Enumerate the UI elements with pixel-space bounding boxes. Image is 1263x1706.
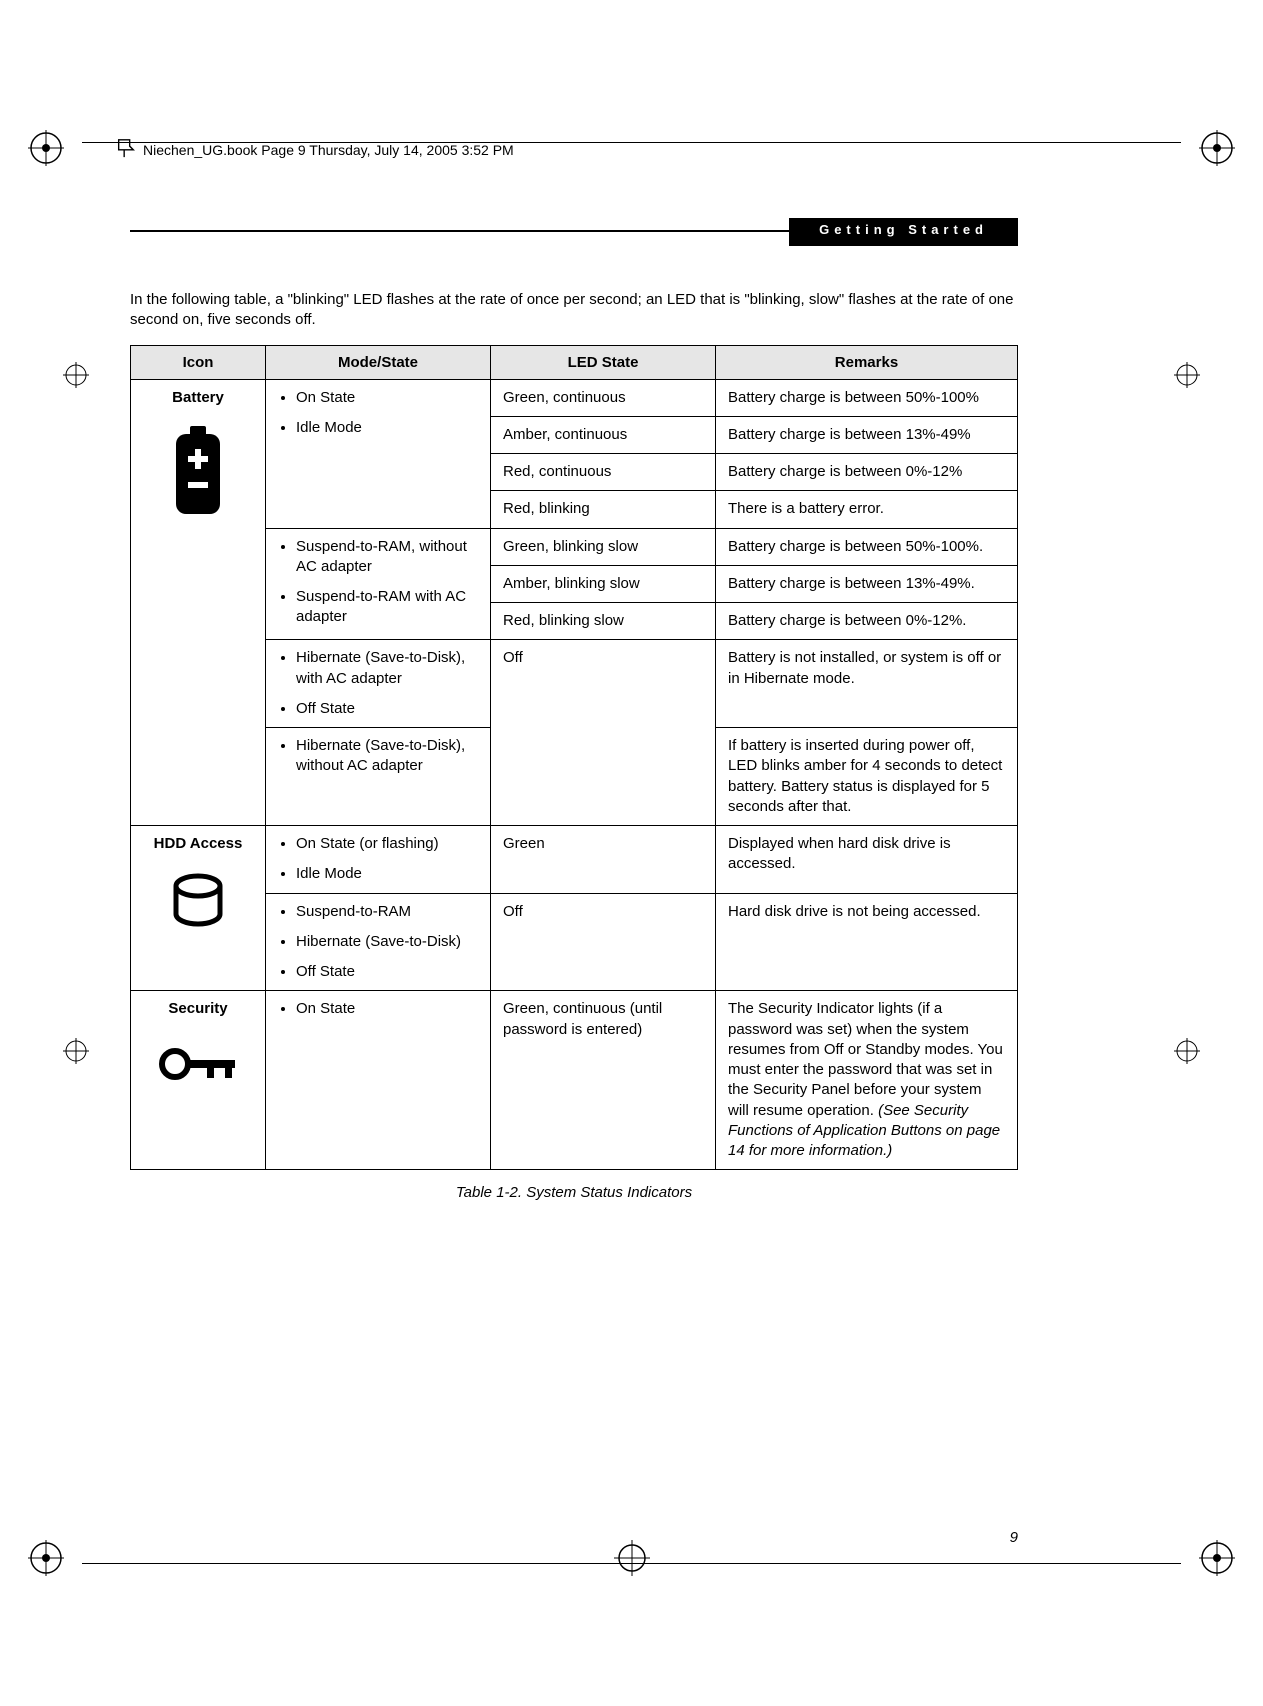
led-table: Icon Mode/State LED State Remarks Batter…	[130, 345, 1018, 1171]
print-header: Niechen_UG.book Page 9 Thursday, July 14…	[115, 137, 514, 162]
table-row: Battery On State Idle Mode Green	[131, 379, 1018, 416]
battery-g3-modes: Hibernate (Save-to-Disk), with AC adapte…	[266, 640, 491, 728]
table-caption: Table 1-2. System Status Indicators	[130, 1184, 1018, 1201]
key-icon	[159, 1044, 237, 1084]
battery-g1-modes: On State Idle Mode	[266, 379, 491, 528]
cropmark-tr	[1199, 130, 1235, 166]
th-remarks: Remarks	[716, 345, 1018, 379]
battery-icon	[170, 426, 226, 516]
book-pin-icon	[115, 137, 137, 162]
battery-label: Battery	[143, 388, 253, 408]
hdd-label: HDD Access	[143, 834, 253, 854]
page-content: In the following table, a "blinking" LED…	[130, 290, 1018, 1201]
hdd-g1-modes: On State (or flashing) Idle Mode	[266, 826, 491, 894]
hdd-icon-cell: HDD Access	[131, 826, 266, 991]
table-row: HDD Access On State (or flashing) Idle M…	[131, 826, 1018, 894]
cropmark-tl	[28, 130, 64, 166]
hdd-g2-modes: Suspend-to-RAM Hibernate (Save-to-Disk) …	[266, 893, 491, 991]
battery-icon-cell: Battery	[131, 379, 266, 826]
section-tab: Getting Started	[789, 218, 1018, 246]
security-label: Security	[143, 999, 253, 1019]
th-led: LED State	[491, 345, 716, 379]
security-icon-cell: Security	[131, 991, 266, 1170]
hdd-icon	[166, 870, 230, 934]
table-row: Security On State Green, continuous (unt…	[131, 991, 1018, 1170]
security-remark: The Security Indicator lights (if a pass…	[716, 991, 1018, 1170]
page-number: 9	[1010, 1529, 1018, 1546]
th-mode: Mode/State	[266, 345, 491, 379]
cropmark-br	[1199, 1540, 1235, 1576]
cropmark-bl	[28, 1540, 64, 1576]
battery-g2-modes: Suspend-to-RAM, without AC adapter Suspe…	[266, 528, 491, 640]
security-modes: On State	[266, 991, 491, 1170]
intro-text: In the following table, a "blinking" LED…	[130, 290, 1018, 331]
th-icon: Icon	[131, 345, 266, 379]
battery-g4-modes: Hibernate (Save-to-Disk), without AC ada…	[266, 728, 491, 826]
print-header-text: Niechen_UG.book Page 9 Thursday, July 14…	[143, 142, 514, 158]
